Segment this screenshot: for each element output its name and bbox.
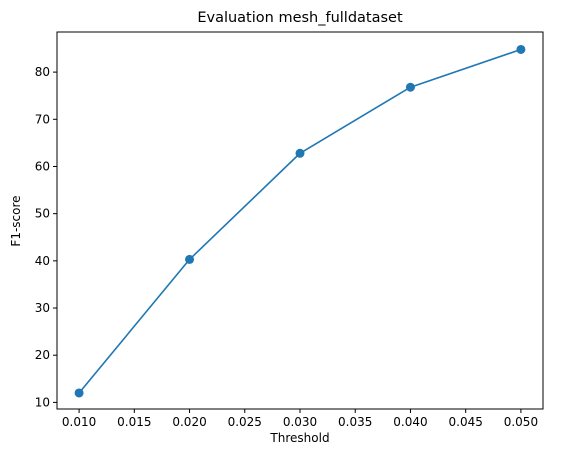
y-tick-label: 80 <box>35 65 50 79</box>
x-axis-label: Threshold <box>269 431 329 445</box>
y-tick-label: 10 <box>35 395 50 409</box>
y-axis-label: F1-score <box>9 195 23 246</box>
x-tick-label: 0.025 <box>228 415 262 429</box>
x-tick-label: 0.035 <box>338 415 372 429</box>
y-tick-label: 70 <box>35 112 50 126</box>
chart-title: Evaluation mesh_fulldataset <box>197 10 403 26</box>
y-ticks: 10 20 30 40 50 60 70 80 <box>35 65 57 409</box>
x-tick-label: 0.045 <box>449 415 483 429</box>
data-point <box>295 148 305 158</box>
x-tick-label: 0.015 <box>117 415 151 429</box>
x-tick-label: 0.030 <box>283 415 317 429</box>
series-line <box>78 48 522 394</box>
x-tick-label: 0.050 <box>504 415 538 429</box>
series-layer <box>74 44 526 398</box>
data-point <box>74 388 84 398</box>
y-tick-label: 50 <box>35 207 50 221</box>
x-tick-label: 0.040 <box>393 415 427 429</box>
data-point <box>185 254 195 264</box>
y-tick-label: 40 <box>35 254 50 268</box>
y-tick-label: 20 <box>35 348 50 362</box>
y-tick-label: 60 <box>35 159 50 173</box>
y-tick-label: 30 <box>35 301 50 315</box>
plot-frame <box>56 31 544 410</box>
x-tick-label: 0.010 <box>62 415 96 429</box>
data-point <box>405 82 415 92</box>
x-ticks: 0.010 0.015 0.020 0.025 0.030 0.035 0.040 0.045… <box>62 409 538 429</box>
x-tick-label: 0.020 <box>172 415 206 429</box>
data-point <box>516 44 526 54</box>
